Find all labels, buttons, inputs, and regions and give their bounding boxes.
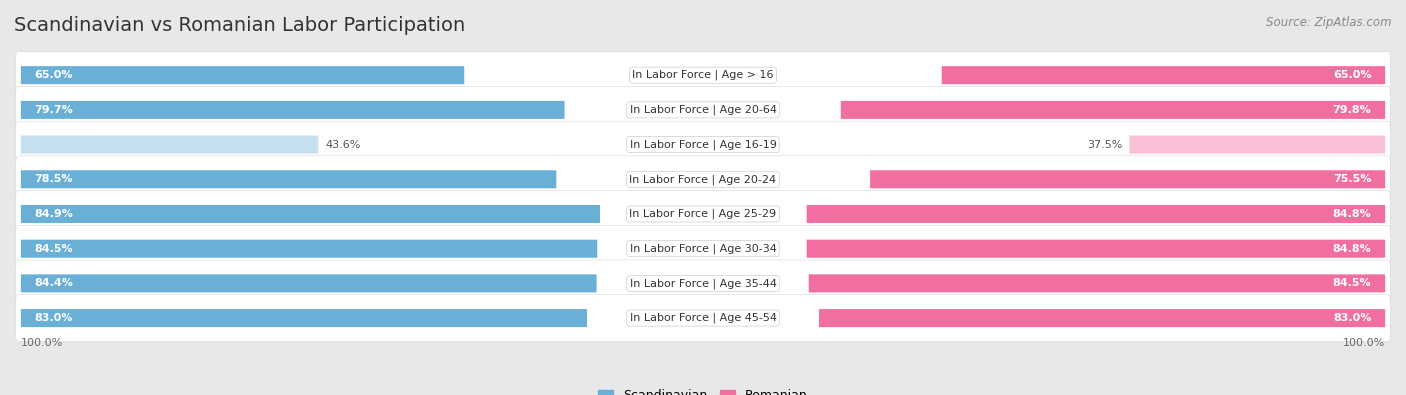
FancyBboxPatch shape [21,205,600,223]
Text: 37.5%: 37.5% [1087,139,1122,150]
Text: 83.0%: 83.0% [1333,313,1371,323]
FancyBboxPatch shape [21,240,598,258]
Text: 100.0%: 100.0% [1343,338,1385,348]
Text: In Labor Force | Age > 16: In Labor Force | Age > 16 [633,70,773,81]
Text: 84.8%: 84.8% [1333,209,1371,219]
Text: 84.5%: 84.5% [35,244,73,254]
Text: In Labor Force | Age 45-54: In Labor Force | Age 45-54 [630,313,776,324]
FancyBboxPatch shape [15,225,1391,272]
FancyBboxPatch shape [15,295,1391,342]
Legend: Scandinavian, Romanian: Scandinavian, Romanian [593,384,813,395]
Text: 84.8%: 84.8% [1333,244,1371,254]
FancyBboxPatch shape [808,275,1385,292]
FancyBboxPatch shape [870,170,1385,188]
Text: In Labor Force | Age 16-19: In Labor Force | Age 16-19 [630,139,776,150]
Text: 79.7%: 79.7% [35,105,73,115]
FancyBboxPatch shape [21,170,557,188]
Text: Source: ZipAtlas.com: Source: ZipAtlas.com [1267,16,1392,29]
Text: 78.5%: 78.5% [35,174,73,184]
FancyBboxPatch shape [15,87,1391,133]
FancyBboxPatch shape [15,52,1391,99]
FancyBboxPatch shape [818,309,1385,327]
Text: 83.0%: 83.0% [35,313,73,323]
Text: Scandinavian vs Romanian Labor Participation: Scandinavian vs Romanian Labor Participa… [14,16,465,35]
Text: 79.8%: 79.8% [1333,105,1371,115]
Text: 65.0%: 65.0% [1333,70,1371,80]
Text: 84.9%: 84.9% [35,209,73,219]
Text: In Labor Force | Age 20-64: In Labor Force | Age 20-64 [630,105,776,115]
FancyBboxPatch shape [15,190,1391,237]
Text: In Labor Force | Age 30-34: In Labor Force | Age 30-34 [630,243,776,254]
FancyBboxPatch shape [21,309,588,327]
Text: In Labor Force | Age 25-29: In Labor Force | Age 25-29 [630,209,776,219]
FancyBboxPatch shape [807,205,1385,223]
FancyBboxPatch shape [21,101,565,119]
FancyBboxPatch shape [1129,135,1385,154]
FancyBboxPatch shape [21,275,596,292]
Text: 84.4%: 84.4% [35,278,73,288]
Text: 84.5%: 84.5% [1333,278,1371,288]
Text: 43.6%: 43.6% [325,139,360,150]
FancyBboxPatch shape [15,156,1391,203]
FancyBboxPatch shape [15,260,1391,307]
FancyBboxPatch shape [21,135,318,154]
Text: In Labor Force | Age 20-24: In Labor Force | Age 20-24 [630,174,776,184]
Text: In Labor Force | Age 35-44: In Labor Force | Age 35-44 [630,278,776,289]
Text: 100.0%: 100.0% [21,338,63,348]
Text: 75.5%: 75.5% [1333,174,1371,184]
FancyBboxPatch shape [15,121,1391,168]
FancyBboxPatch shape [21,66,464,84]
FancyBboxPatch shape [807,240,1385,258]
Text: 65.0%: 65.0% [35,70,73,80]
FancyBboxPatch shape [841,101,1385,119]
FancyBboxPatch shape [942,66,1385,84]
